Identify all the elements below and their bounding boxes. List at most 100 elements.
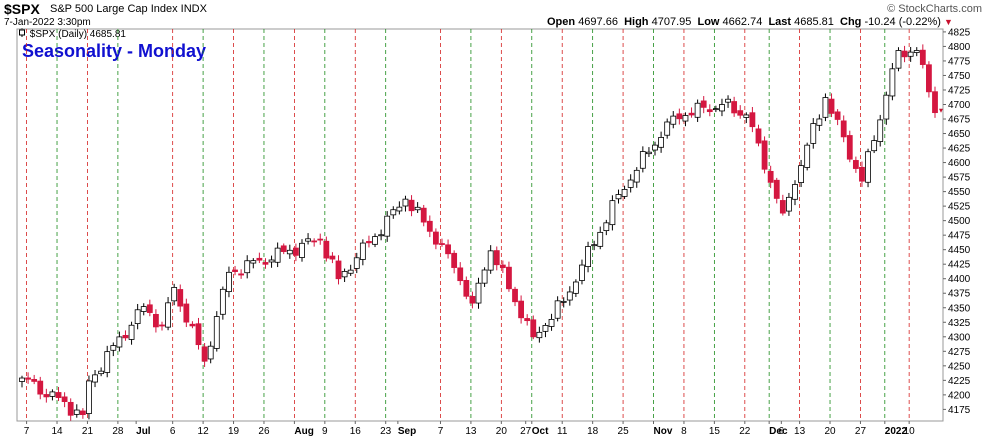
y-tick-label: 4550 <box>948 187 971 198</box>
legend-text: $SPX (Daily) 4685.81 <box>29 29 126 40</box>
candle-body <box>402 198 409 207</box>
candle-body <box>798 165 804 183</box>
candle-body <box>889 68 896 97</box>
last-label: Last <box>768 16 792 28</box>
candle-body <box>244 260 251 274</box>
candle-body <box>932 91 938 114</box>
candle-body <box>122 334 129 339</box>
x-tick-label: Jul <box>136 426 151 437</box>
candle-body <box>913 50 920 53</box>
candle-body <box>719 104 725 112</box>
candle-body <box>506 266 512 290</box>
candle-body <box>865 151 871 183</box>
candle-body <box>852 160 859 169</box>
candle-body <box>664 121 671 136</box>
candle-body <box>597 231 604 247</box>
candle-body <box>688 112 695 116</box>
candle-body <box>700 100 707 108</box>
candle-body <box>420 207 427 223</box>
candle-body <box>37 380 44 395</box>
candle-body <box>919 49 926 65</box>
candle-body <box>213 316 220 349</box>
candle-body <box>189 323 196 327</box>
candle-body <box>566 291 573 301</box>
candle-body <box>226 271 232 293</box>
candle-body <box>311 240 318 243</box>
candle-body <box>238 273 245 276</box>
chart-description: S&P 500 Large Cap Index INDX <box>50 3 207 15</box>
candle-body <box>183 303 190 323</box>
x-tick-label: 23 <box>380 426 392 437</box>
candle-body <box>907 51 914 57</box>
candle-body <box>658 137 664 148</box>
x-tick-label: 6 <box>170 426 176 437</box>
x-tick-label: 15 <box>709 426 721 437</box>
x-tick-label: 25 <box>618 426 630 437</box>
y-tick-label: 4650 <box>948 129 971 140</box>
candle-body <box>469 296 476 304</box>
y-tick-label: 4225 <box>948 376 971 387</box>
candle-body <box>134 309 141 324</box>
candle-body <box>329 255 336 260</box>
candle-body <box>305 238 311 242</box>
candle-body <box>579 264 585 281</box>
candle-body <box>439 243 445 245</box>
candle-body <box>250 260 257 264</box>
candle-body <box>749 112 756 128</box>
candle-body <box>31 378 38 382</box>
y-tick-label: 4725 <box>948 85 971 96</box>
candle-body <box>542 325 549 332</box>
candle-body <box>61 396 68 403</box>
y-tick-label: 4500 <box>948 216 971 227</box>
candle-body <box>159 324 165 327</box>
candle-body <box>274 247 281 263</box>
candle-body <box>475 282 482 304</box>
candle-body <box>773 179 780 199</box>
candle-body <box>457 267 464 282</box>
low-label: Low <box>697 16 720 28</box>
x-tick-label: 11 <box>557 426 568 437</box>
candle-body <box>408 199 415 212</box>
x-tick-label: 12 <box>198 426 210 437</box>
y-tick-label: 4450 <box>948 245 971 256</box>
x-tick-label: 21 <box>82 426 94 437</box>
x-tick-label: 6 <box>779 426 785 437</box>
y-tick-label: 4600 <box>948 158 971 169</box>
candle-body <box>286 249 293 255</box>
last-value-marker <box>939 108 943 113</box>
y-tick-label: 4825 <box>948 27 971 38</box>
y-tick-label: 4275 <box>948 347 971 358</box>
candle-body <box>859 166 865 182</box>
candle-body <box>207 345 214 360</box>
chart-symbol: $SPX <box>4 1 40 17</box>
y-tick-label: 4775 <box>948 56 971 67</box>
x-tick-label: 26 <box>258 426 270 437</box>
candle-body <box>390 209 397 216</box>
y-tick-label: 4475 <box>948 231 971 242</box>
candle-body <box>86 380 92 414</box>
candle-body <box>591 244 598 247</box>
x-tick-label: 13 <box>465 426 477 437</box>
candle-body <box>366 241 372 244</box>
candle-body <box>55 392 62 398</box>
candle-body <box>603 222 610 232</box>
candle-body <box>268 259 275 263</box>
open-label: Open <box>547 16 576 28</box>
x-tick-label: 20 <box>824 426 836 437</box>
x-tick-label: 18 <box>587 426 599 437</box>
x-tick-label: 16 <box>350 426 362 437</box>
candle-body <box>359 242 366 260</box>
candle-body <box>73 409 80 415</box>
candle-body <box>694 102 701 118</box>
candle-body <box>445 244 451 255</box>
candle-body <box>140 306 147 312</box>
candle-body <box>712 108 719 111</box>
candle-body <box>49 391 56 397</box>
high-label: High <box>624 16 649 28</box>
candle-body <box>262 262 269 265</box>
y-tick-label: 4700 <box>948 100 971 111</box>
candle-body <box>341 271 348 278</box>
candle-body <box>755 128 762 144</box>
chg-value: -10.24 (-0.22%) <box>864 16 941 28</box>
chg-label: Chg <box>840 16 862 28</box>
